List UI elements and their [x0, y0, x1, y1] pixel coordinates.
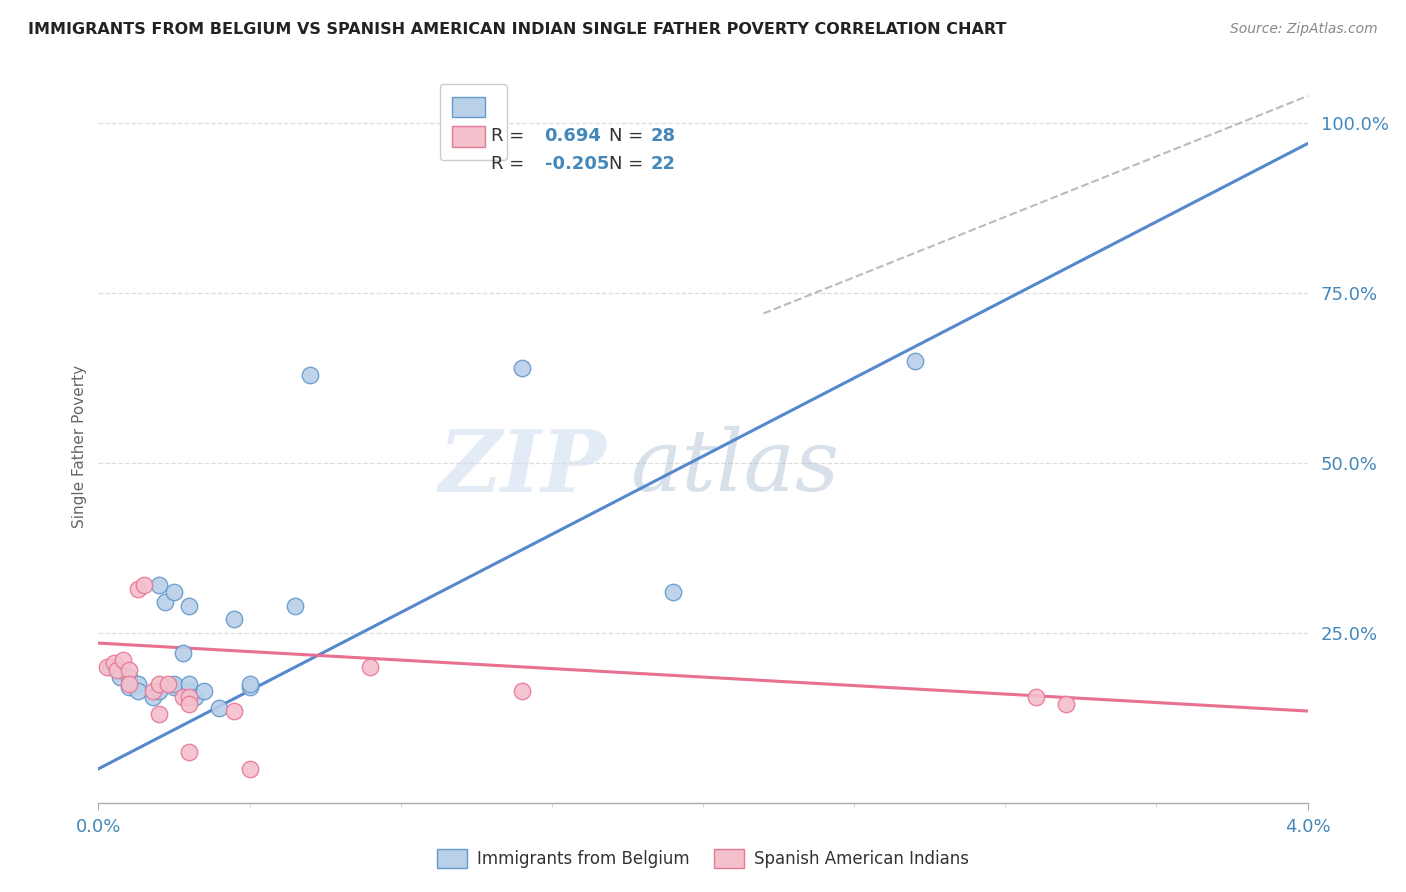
- Text: atlas: atlas: [630, 426, 839, 508]
- Point: [179, 599, 201, 613]
- Point: [208, 700, 231, 714]
- Point: [172, 690, 194, 705]
- Text: -0.205: -0.205: [544, 155, 609, 173]
- Point: [148, 683, 170, 698]
- Point: [142, 683, 165, 698]
- Point: [148, 677, 170, 691]
- Point: [224, 612, 246, 626]
- Point: [127, 582, 149, 596]
- Point: [142, 690, 165, 705]
- Point: [360, 660, 382, 674]
- Point: [184, 690, 207, 705]
- Point: [118, 677, 141, 691]
- Text: 0.694: 0.694: [544, 127, 602, 145]
- Point: [105, 663, 128, 677]
- Point: [239, 762, 262, 776]
- Point: [239, 677, 262, 691]
- Point: [163, 585, 186, 599]
- Point: [132, 578, 155, 592]
- Point: [239, 680, 262, 694]
- Point: [193, 683, 215, 698]
- Point: [510, 683, 533, 698]
- Point: [179, 690, 201, 705]
- Point: [284, 599, 307, 613]
- Point: [179, 698, 201, 712]
- Point: [179, 683, 201, 698]
- Point: [127, 677, 149, 691]
- Point: [172, 646, 194, 660]
- Point: [96, 660, 118, 674]
- Text: N =: N =: [609, 155, 648, 173]
- Point: [1054, 698, 1077, 712]
- Point: [179, 677, 201, 691]
- Point: [299, 368, 322, 382]
- Point: [127, 683, 149, 698]
- Text: R =: R =: [492, 155, 530, 173]
- Text: N =: N =: [609, 127, 648, 145]
- Y-axis label: Single Father Poverty: Single Father Poverty: [72, 365, 87, 527]
- Point: [163, 677, 186, 691]
- Point: [163, 680, 186, 694]
- Point: [904, 354, 927, 368]
- Point: [148, 707, 170, 722]
- Point: [111, 653, 134, 667]
- Point: [118, 663, 141, 677]
- Text: Source: ZipAtlas.com: Source: ZipAtlas.com: [1230, 22, 1378, 37]
- Point: [662, 585, 685, 599]
- Point: [153, 595, 176, 609]
- Text: IMMIGRANTS FROM BELGIUM VS SPANISH AMERICAN INDIAN SINGLE FATHER POVERTY CORRELA: IMMIGRANTS FROM BELGIUM VS SPANISH AMERI…: [28, 22, 1007, 37]
- Point: [224, 704, 246, 718]
- Point: [179, 745, 201, 759]
- Point: [103, 657, 125, 671]
- Point: [100, 660, 122, 674]
- Point: [118, 670, 141, 684]
- Text: 22: 22: [651, 155, 676, 173]
- Text: R =: R =: [492, 127, 530, 145]
- Point: [118, 680, 141, 694]
- Point: [510, 360, 533, 375]
- Point: [108, 670, 131, 684]
- Legend: Immigrants from Belgium, Spanish American Indians: Immigrants from Belgium, Spanish America…: [430, 842, 976, 875]
- Point: [148, 578, 170, 592]
- Legend: , : ,: [440, 84, 506, 160]
- Point: [156, 677, 179, 691]
- Point: [1025, 690, 1047, 705]
- Text: 28: 28: [651, 127, 676, 145]
- Text: ZIP: ZIP: [439, 425, 606, 509]
